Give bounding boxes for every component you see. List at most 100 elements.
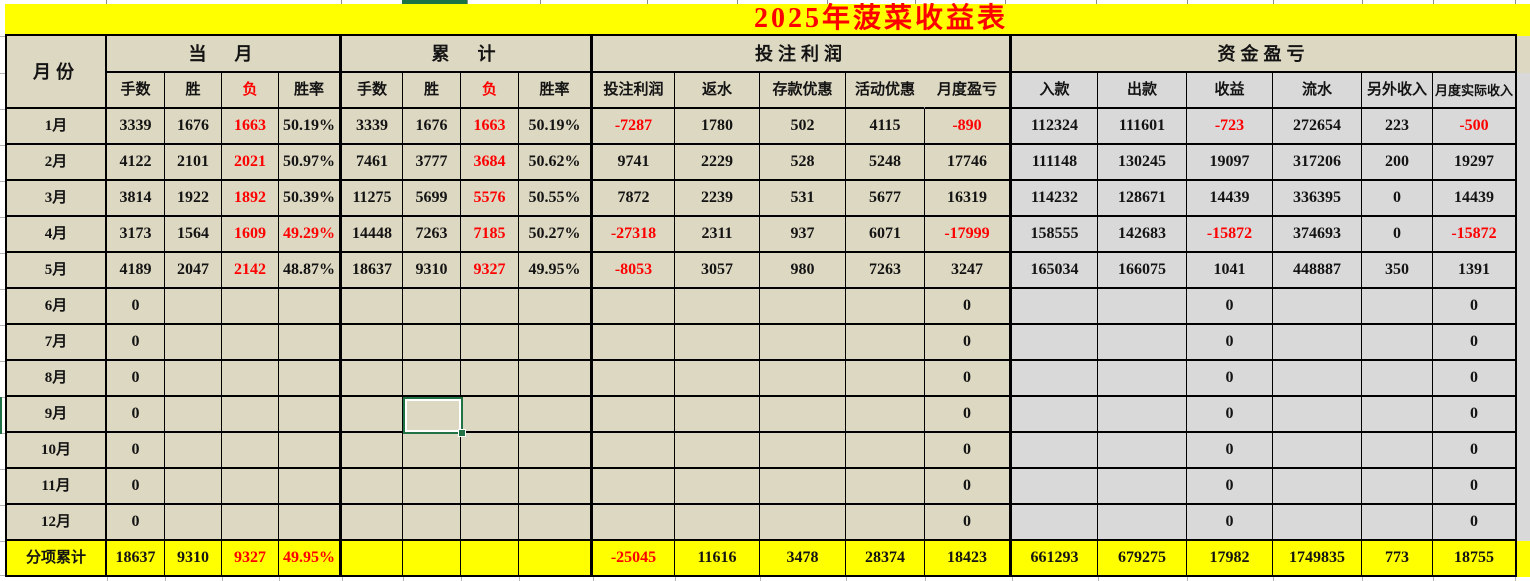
table-cell[interactable]: 0 <box>925 505 1012 541</box>
table-cell[interactable]: 16319 <box>925 181 1012 217</box>
table-cell[interactable]: 166075 <box>1098 253 1187 289</box>
table-cell[interactable]: 1609 <box>222 217 279 253</box>
table-cell[interactable] <box>461 469 519 505</box>
table-cell[interactable] <box>760 397 846 433</box>
column-header[interactable]: 返水 <box>675 73 760 109</box>
table-cell[interactable]: 0 <box>1433 433 1517 469</box>
table-cell[interactable] <box>461 397 519 433</box>
table-cell[interactable]: 0 <box>1187 361 1273 397</box>
table-cell[interactable] <box>279 361 342 397</box>
table-cell[interactable]: 0 <box>1433 361 1517 397</box>
table-cell[interactable]: 0 <box>1433 289 1517 325</box>
total-cell[interactable] <box>519 541 593 577</box>
table-cell[interactable] <box>342 325 403 361</box>
table-cell[interactable] <box>593 469 675 505</box>
table-cell[interactable]: 128671 <box>1098 181 1187 217</box>
table-cell[interactable] <box>165 289 222 325</box>
table-cell[interactable]: 1676 <box>403 109 461 145</box>
table-cell[interactable] <box>1012 397 1098 433</box>
table-cell[interactable] <box>675 289 760 325</box>
table-cell[interactable] <box>1273 325 1362 361</box>
table-cell[interactable]: 14439 <box>1187 181 1273 217</box>
table-cell[interactable] <box>342 397 403 433</box>
table-cell[interactable]: 158555 <box>1012 217 1098 253</box>
table-cell[interactable]: 0 <box>925 397 1012 433</box>
table-cell[interactable]: 0 <box>1187 397 1273 433</box>
table-cell[interactable]: 5576 <box>461 181 519 217</box>
table-cell[interactable]: 2142 <box>222 253 279 289</box>
table-cell[interactable]: 1780 <box>675 109 760 145</box>
table-cell[interactable] <box>403 289 461 325</box>
table-cell[interactable] <box>593 325 675 361</box>
table-cell[interactable]: 0 <box>107 289 165 325</box>
table-cell[interactable] <box>593 289 675 325</box>
table-cell[interactable]: 5699 <box>403 181 461 217</box>
table-cell[interactable] <box>342 361 403 397</box>
table-cell[interactable]: 2311 <box>675 217 760 253</box>
table-cell[interactable]: -723 <box>1187 109 1273 145</box>
table-cell[interactable]: -8053 <box>593 253 675 289</box>
table-cell[interactable] <box>222 289 279 325</box>
table-cell[interactable]: 0 <box>1433 469 1517 505</box>
total-cell[interactable]: 49.95% <box>279 541 342 577</box>
table-cell[interactable] <box>342 433 403 469</box>
column-header[interactable]: 流水 <box>1273 73 1362 109</box>
table-cell[interactable]: 3247 <box>925 253 1012 289</box>
table-cell[interactable] <box>593 361 675 397</box>
column-header[interactable]: 月度盈亏 <box>925 73 1012 109</box>
table-cell[interactable]: 3173 <box>107 217 165 253</box>
table-cell[interactable] <box>342 289 403 325</box>
table-cell[interactable]: 0 <box>107 469 165 505</box>
table-cell[interactable]: -7287 <box>593 109 675 145</box>
table-cell[interactable]: 18637 <box>342 253 403 289</box>
selection-fill-handle[interactable] <box>458 429 466 437</box>
total-cell[interactable] <box>461 541 519 577</box>
column-header[interactable]: 入款 <box>1012 73 1098 109</box>
total-cell[interactable]: 28374 <box>846 541 925 577</box>
table-cell[interactable] <box>279 433 342 469</box>
table-cell[interactable] <box>1098 397 1187 433</box>
table-cell[interactable]: -15872 <box>1187 217 1273 253</box>
table-cell[interactable]: 272654 <box>1273 109 1362 145</box>
table-cell[interactable] <box>1012 469 1098 505</box>
table-cell[interactable]: 374693 <box>1273 217 1362 253</box>
total-cell[interactable]: 11616 <box>675 541 760 577</box>
table-cell[interactable]: 50.39% <box>279 181 342 217</box>
table-cell[interactable]: 4189 <box>107 253 165 289</box>
table-cell[interactable]: 5677 <box>846 181 925 217</box>
column-header[interactable]: 活动优惠 <box>846 73 925 109</box>
table-cell[interactable]: 1391 <box>1433 253 1517 289</box>
table-cell[interactable] <box>222 469 279 505</box>
table-cell[interactable] <box>1098 289 1187 325</box>
table-cell[interactable] <box>165 361 222 397</box>
table-cell[interactable]: 130245 <box>1098 145 1187 181</box>
table-cell[interactable] <box>1012 325 1098 361</box>
column-header-month[interactable]: 月份 <box>5 36 107 109</box>
table-cell[interactable]: 2239 <box>675 181 760 217</box>
column-header[interactable]: 负 <box>222 73 279 109</box>
table-cell[interactable] <box>519 505 593 541</box>
table-cell[interactable] <box>846 469 925 505</box>
table-cell[interactable] <box>1273 469 1362 505</box>
table-cell[interactable]: 0 <box>925 469 1012 505</box>
table-cell[interactable]: 0 <box>925 289 1012 325</box>
table-cell[interactable] <box>403 325 461 361</box>
table-cell[interactable] <box>165 433 222 469</box>
table-cell[interactable] <box>461 289 519 325</box>
total-cell[interactable]: 9310 <box>165 541 222 577</box>
table-cell[interactable]: 50.19% <box>279 109 342 145</box>
table-cell[interactable] <box>593 397 675 433</box>
table-cell[interactable] <box>165 397 222 433</box>
table-cell[interactable]: 0 <box>107 325 165 361</box>
table-cell[interactable]: 2101 <box>165 145 222 181</box>
table-cell[interactable] <box>1098 469 1187 505</box>
table-cell[interactable]: 50.62% <box>519 145 593 181</box>
table-cell[interactable] <box>1362 361 1433 397</box>
column-header[interactable]: 胜率 <box>519 73 593 109</box>
table-cell[interactable]: 531 <box>760 181 846 217</box>
table-cell[interactable]: 1041 <box>1187 253 1273 289</box>
row-label[interactable]: 7月 <box>5 325 107 361</box>
table-cell[interactable] <box>519 325 593 361</box>
table-cell[interactable]: 1663 <box>222 109 279 145</box>
table-cell[interactable]: 1676 <box>165 109 222 145</box>
